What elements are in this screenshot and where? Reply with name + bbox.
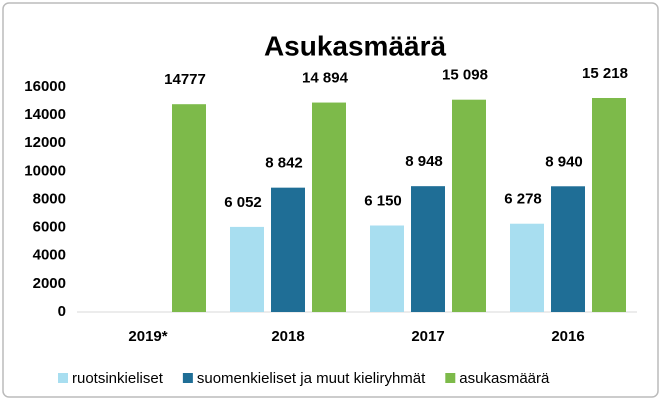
value-label: 8 842 xyxy=(265,155,303,172)
bar xyxy=(172,104,206,312)
x-tick-label: 2018 xyxy=(271,328,304,345)
value-label: 14777 xyxy=(164,71,206,88)
y-tick-label: 8000 xyxy=(33,190,66,207)
bar xyxy=(551,186,585,312)
y-tick-label: 2000 xyxy=(33,275,66,292)
value-label: 8 940 xyxy=(545,153,583,170)
x-tick-label: 2017 xyxy=(411,328,444,345)
legend-swatch xyxy=(445,373,456,383)
value-label: 6 150 xyxy=(364,192,402,209)
bar xyxy=(510,223,544,312)
y-tick-label: 14000 xyxy=(24,106,66,123)
x-tick-label: 2016 xyxy=(551,328,584,345)
y-tick-label: 6000 xyxy=(33,219,66,236)
legend-label: suomenkieliset ja muut kieliryhmät xyxy=(197,370,426,387)
bar xyxy=(230,226,264,312)
x-tick-label: 2019* xyxy=(128,328,167,345)
bar xyxy=(452,99,486,312)
y-tick-label: 12000 xyxy=(24,134,66,151)
bar xyxy=(312,102,346,312)
y-tick-label: 4000 xyxy=(33,247,66,264)
bar xyxy=(411,186,445,312)
value-label: 14 894 xyxy=(302,70,349,87)
y-tick-label: 10000 xyxy=(24,162,66,179)
y-tick-label: 16000 xyxy=(24,78,66,95)
value-label: 8 948 xyxy=(405,153,443,170)
value-label: 6 052 xyxy=(224,194,262,211)
legend-label: ruotsinkieliset xyxy=(72,370,164,387)
bar xyxy=(370,225,404,312)
value-label: 6 278 xyxy=(504,191,542,208)
legend-label: asukasmäärä xyxy=(459,370,550,387)
y-tick-label: 0 xyxy=(58,303,66,320)
legend-swatch xyxy=(58,373,68,383)
value-label: 15 218 xyxy=(582,65,628,82)
bar xyxy=(592,97,626,312)
legend-swatch xyxy=(182,373,193,383)
bar xyxy=(271,187,305,312)
chart-title: Asukasmäärä xyxy=(264,30,447,61)
value-label: 15 098 xyxy=(442,67,488,84)
